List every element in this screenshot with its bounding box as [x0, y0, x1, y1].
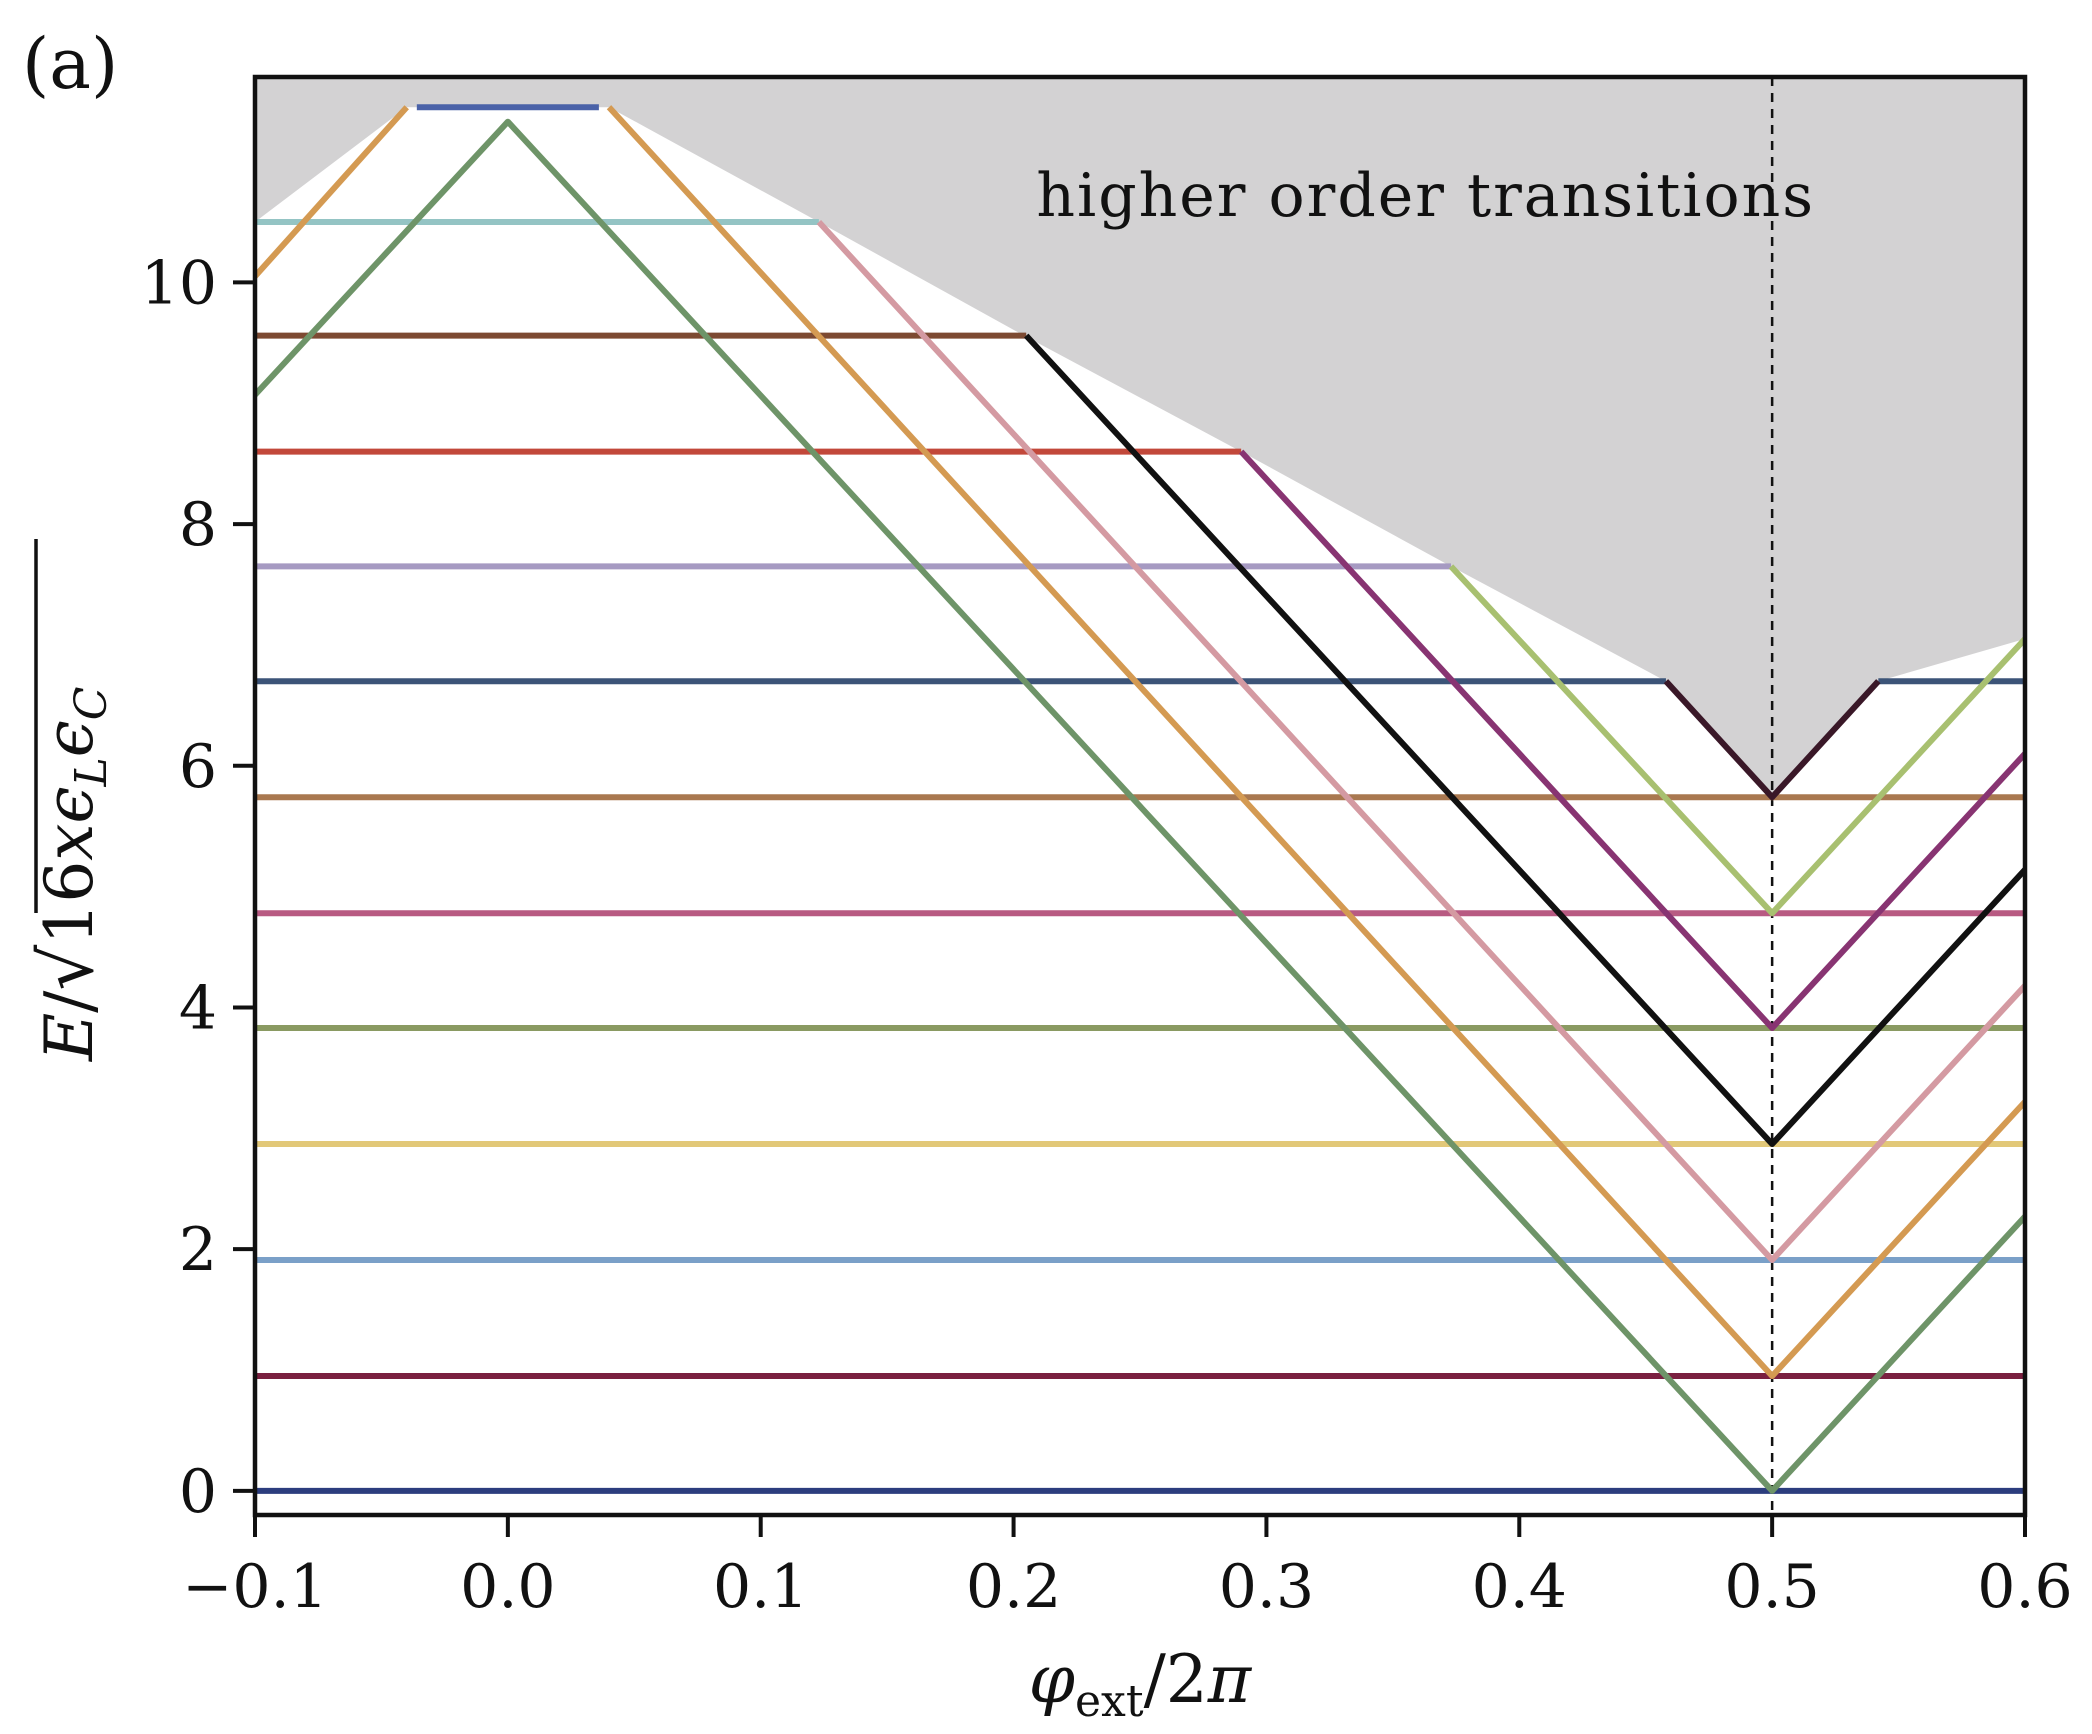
x-label-subscript: ext: [1075, 1676, 1144, 1727]
x-label-rest: /2: [1144, 1641, 1208, 1718]
plot-frame: [252, 74, 2028, 1518]
y-axis-ticks: 0 2 4 6 8 10: [141, 248, 255, 1527]
series-group: [255, 104, 2025, 1494]
x-axis-label: φext/2π: [1029, 1641, 1253, 1727]
x-tick-label: 0.4: [1472, 1552, 1567, 1622]
panel-label: (a): [22, 23, 118, 105]
x-tick-label: 0.1: [713, 1552, 808, 1622]
x-tick-label: 0.5: [1724, 1552, 1819, 1622]
x-tick-label: 0.3: [1219, 1552, 1314, 1622]
series-line-19: [1238, 449, 2025, 1032]
series-line-17: [816, 219, 2025, 1264]
x-tick-label: 0.6: [1977, 1552, 2072, 1622]
y-tick-label: 10: [141, 248, 217, 318]
x-tick-label: −0.1: [182, 1552, 328, 1622]
series-line-14: [255, 118, 2025, 1494]
y-tick-label: 6: [179, 732, 217, 802]
x-label-symbol: φ: [1029, 1641, 1075, 1718]
x-axis-ticks: −0.1 0.0 0.1 0.2 0.3 0.4 0.5 0.6: [182, 1515, 2073, 1622]
higher-order-region: [255, 77, 2025, 799]
series-line-16: [606, 105, 2025, 1380]
series-line-20: [1448, 564, 2025, 917]
y-tick-label: 2: [179, 1215, 217, 1285]
y-label-text: E/√16xϵLϵC: [25, 687, 117, 1062]
series-line-15: [255, 105, 409, 279]
series-line-18: [1024, 333, 2025, 1148]
x-tick-label: 0.2: [966, 1552, 1061, 1622]
annotation-higher-order: higher order transitions: [1036, 161, 1815, 231]
y-tick-label: 8: [179, 490, 217, 560]
y-axis-label: E/√16xϵLϵC: [25, 539, 117, 1062]
y-tick-label: 4: [179, 973, 217, 1043]
series-line-21: [1663, 679, 1881, 801]
x-label-pi: π: [1207, 1641, 1253, 1718]
plot-area: [255, 77, 2025, 1515]
y-tick-label: 0: [179, 1457, 217, 1527]
x-tick-label: 0.0: [460, 1552, 555, 1622]
